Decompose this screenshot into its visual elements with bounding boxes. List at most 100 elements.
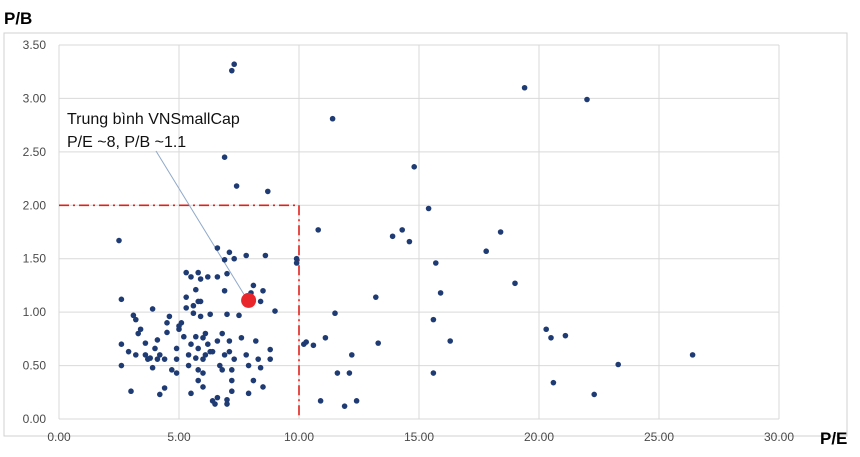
- data-point: [346, 370, 353, 376]
- data-point: [411, 164, 418, 170]
- data-point: [164, 329, 170, 336]
- y-tick-label: 2.00: [23, 198, 47, 212]
- data-point: [202, 352, 209, 358]
- x-tick-label: 25.00: [644, 430, 674, 444]
- data-point: [317, 398, 324, 404]
- data-point: [226, 338, 233, 344]
- data-point: [173, 345, 180, 352]
- y-tick-label: 0.50: [23, 359, 47, 373]
- data-point: [164, 320, 170, 326]
- data-point: [543, 326, 549, 333]
- data-point: [353, 398, 360, 404]
- y-tick-label: 3.00: [23, 91, 47, 105]
- data-point: [200, 334, 206, 341]
- x-tick-label: 0.00: [47, 430, 71, 444]
- data-point: [512, 280, 518, 287]
- data-point: [224, 401, 230, 407]
- data-point: [260, 384, 266, 390]
- data-point: [154, 356, 161, 362]
- data-point: [128, 388, 134, 395]
- data-point: [236, 312, 242, 319]
- data-point: [375, 340, 382, 346]
- x-tick-label: 10.00: [284, 430, 314, 444]
- data-point: [255, 356, 261, 362]
- data-point: [149, 364, 156, 371]
- data-point: [193, 333, 199, 340]
- data-point: [257, 364, 264, 371]
- data-point: [188, 390, 194, 397]
- y-tick-label: 0.00: [23, 412, 47, 426]
- data-point: [329, 115, 336, 122]
- data-point: [253, 338, 259, 344]
- data-point: [497, 229, 504, 235]
- data-point: [224, 270, 230, 277]
- data-point: [430, 316, 437, 323]
- annotation-leader: [155, 150, 246, 296]
- data-point: [229, 367, 235, 373]
- data-point: [185, 352, 192, 358]
- data-point: [125, 348, 132, 355]
- data-point: [332, 310, 338, 317]
- data-point: [212, 401, 218, 407]
- data-point: [238, 334, 245, 341]
- data-point: [152, 345, 158, 352]
- data-point: [142, 352, 149, 358]
- data-point: [173, 356, 180, 362]
- data-point: [224, 311, 230, 318]
- data-point: [233, 183, 240, 189]
- y-axis-title: P/B: [4, 9, 32, 28]
- data-point: [437, 290, 444, 296]
- data-point: [200, 384, 206, 390]
- data-point: [219, 367, 225, 373]
- data-point: [209, 348, 216, 355]
- data-point: [245, 390, 252, 397]
- y-tick-label: 2.50: [23, 145, 47, 159]
- data-point: [231, 255, 237, 262]
- data-point: [202, 330, 209, 337]
- plot-border: [3, 32, 848, 437]
- data-point: [272, 308, 278, 314]
- data-point: [341, 403, 348, 409]
- tick-labels: 0.00 5.00 10.00 15.00 20.00 25.00 30.00 0.00 0.5…: [23, 38, 795, 444]
- data-point: [183, 305, 189, 311]
- data-point: [154, 337, 161, 343]
- data-point: [425, 205, 432, 212]
- data-point: [149, 306, 156, 312]
- data-point: [190, 302, 197, 309]
- annotation-line-2: P/E ~8, P/B ~1.1: [67, 134, 186, 151]
- data-point: [591, 391, 597, 398]
- data-point: [615, 361, 621, 368]
- data-point: [205, 274, 211, 280]
- data-point: [195, 345, 201, 352]
- data-point: [310, 342, 317, 349]
- data-point: [221, 287, 228, 294]
- data-point: [226, 249, 233, 256]
- data-point: [262, 252, 269, 259]
- data-point: [267, 346, 274, 353]
- data-point: [483, 248, 490, 255]
- data-point: [173, 370, 180, 376]
- data-point: [267, 356, 274, 362]
- data-point: [142, 340, 149, 346]
- data-point: [188, 274, 194, 280]
- data-point: [205, 341, 211, 348]
- data-point: [521, 84, 528, 91]
- data-point: [197, 276, 204, 282]
- data-point: [197, 298, 204, 305]
- data-point: [250, 282, 257, 289]
- data-point: [399, 227, 406, 233]
- data-point: [116, 237, 122, 244]
- data-point: [334, 370, 341, 376]
- data-point: [200, 370, 206, 376]
- data-point: [550, 379, 557, 386]
- data-point: [161, 385, 168, 391]
- data-point: [183, 269, 189, 276]
- data-point: [183, 294, 189, 300]
- data-point: [195, 269, 201, 276]
- data-point: [315, 227, 322, 233]
- data-point: [260, 287, 266, 294]
- x-tick-label: 30.00: [764, 430, 794, 444]
- data-point: [243, 352, 249, 358]
- data-point: [245, 362, 252, 369]
